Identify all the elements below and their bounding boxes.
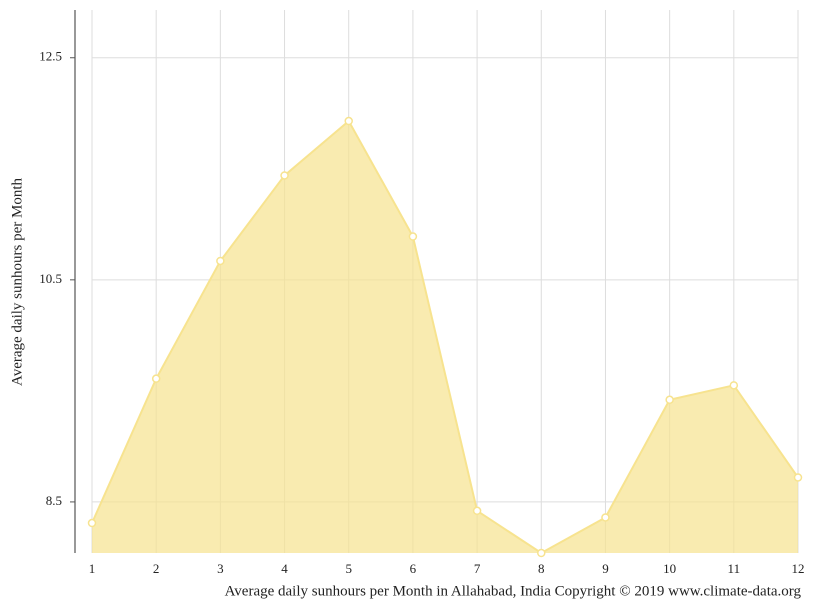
x-tick-label: 5 [345, 561, 352, 576]
point [151, 374, 161, 383]
x-tick-label: 8 [538, 561, 545, 576]
x-tick-label: 3 [217, 561, 224, 576]
point [216, 256, 225, 266]
point [472, 506, 482, 516]
point [665, 395, 674, 405]
point [280, 171, 289, 180]
y-tick-label: 10.5 [39, 271, 62, 286]
area-fill [92, 121, 798, 554]
y-tick-label: 8.5 [46, 493, 62, 508]
y-tick-label: 12.5 [39, 49, 62, 64]
x-tick-label: 10 [663, 561, 676, 576]
area-line [91, 119, 799, 555]
point [87, 518, 97, 528]
point [408, 232, 418, 241]
x-tick-label: 11 [728, 561, 741, 576]
x-tick-label: 4 [281, 561, 288, 576]
y-axis-label: Average daily sunhours per Month [9, 178, 25, 387]
point [729, 381, 739, 390]
point [537, 548, 546, 558]
x-tick-label: 9 [602, 561, 609, 576]
x-tick-label: 1 [89, 561, 96, 576]
point [793, 473, 803, 482]
x-tick-label: 6 [410, 561, 417, 576]
x-axis-label: Average daily sunhours per Month in Alla… [225, 583, 802, 599]
point [601, 513, 610, 522]
x-tick-label: 7 [474, 561, 481, 576]
x-tick-label: 2 [153, 561, 160, 576]
x-tick-label: 12 [792, 561, 805, 576]
point [344, 116, 353, 126]
